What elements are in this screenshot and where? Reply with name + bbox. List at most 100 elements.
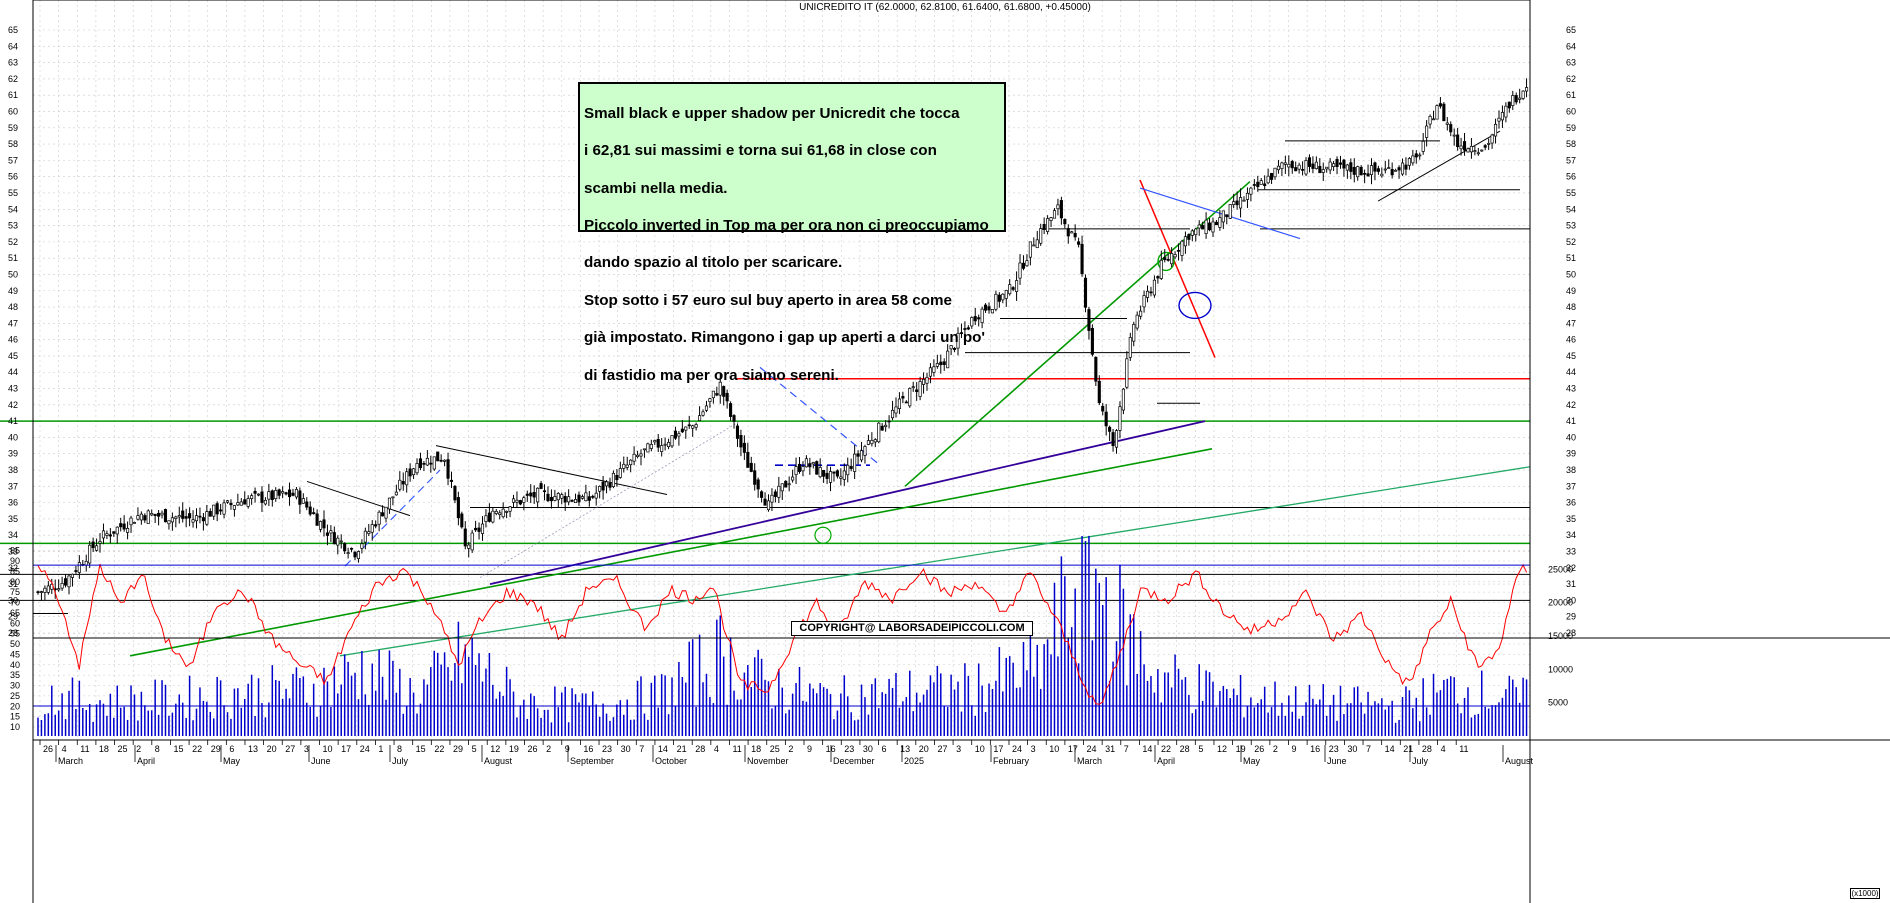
candle-body (863, 446, 867, 456)
candle-body (563, 496, 567, 503)
osc-tick-left: 25 (10, 691, 20, 701)
candle-body (105, 533, 109, 536)
day-tick-label: 29 (211, 744, 221, 754)
candle-body (208, 511, 212, 517)
candle-body (756, 479, 760, 490)
candle-body (801, 466, 805, 472)
candle-body (1132, 324, 1136, 342)
candle-body (201, 517, 205, 522)
chart-title: UNICREDITO IT (62.0000, 62.8100, 61.6400… (799, 2, 1091, 13)
osc-tick-left: 85 (10, 566, 20, 576)
day-tick-label: 26 (527, 744, 537, 754)
candle-body (301, 498, 305, 504)
day-tick-label: 26 (1254, 744, 1264, 754)
price-tick-right: 31 (1566, 579, 1576, 589)
price-tick-left: 55 (8, 188, 18, 198)
candle-body (915, 389, 919, 393)
price-tick-right: 49 (1566, 286, 1576, 296)
candle-body (429, 462, 433, 465)
candle-body (866, 440, 870, 445)
candle-body (487, 512, 491, 522)
candle-body (298, 490, 302, 505)
day-tick-label: 30 (621, 744, 631, 754)
candle-body (1035, 239, 1039, 249)
month-label: July (392, 756, 409, 766)
price-tick-left: 54 (8, 204, 18, 214)
month-label: June (311, 756, 331, 766)
candle-body (163, 509, 168, 523)
candle-body (336, 537, 340, 546)
candle-body (1487, 143, 1491, 145)
candle-body (618, 468, 622, 478)
price-tick-right: 57 (1566, 155, 1576, 165)
price-tick-left: 46 (8, 335, 18, 345)
candle-body (1125, 358, 1129, 388)
price-tick-right: 32 (1566, 563, 1576, 573)
candle-body (194, 515, 199, 522)
analysis-annotation: Small black e upper shadow per Unicredit… (578, 82, 1006, 384)
candle-body (191, 519, 195, 523)
price-tick-left: 58 (8, 139, 18, 149)
annotation-line: i 62,81 sui massimi e torna sui 61,68 in… (584, 142, 937, 160)
day-tick-label: 25 (118, 744, 128, 754)
month-label: July (1412, 756, 1429, 766)
candle-body (325, 532, 329, 536)
candle-body (315, 513, 319, 526)
candle-body (797, 463, 802, 472)
day-tick-label: 21 (677, 744, 687, 754)
month-label: 2025 (904, 756, 924, 766)
candle-body (1438, 103, 1442, 107)
candle-body (673, 430, 678, 439)
price-tick-right: 53 (1566, 221, 1576, 231)
candle-body (188, 513, 192, 519)
osc-tick-left: 50 (10, 639, 20, 649)
candle-body (1118, 406, 1122, 431)
candle-body (160, 512, 164, 516)
candle-body (732, 415, 736, 422)
candle-body (467, 544, 471, 549)
candle-body (532, 491, 536, 498)
candle-body (205, 511, 209, 525)
candle-body (1046, 218, 1050, 232)
candle-body (1332, 163, 1336, 167)
candle-body (1294, 167, 1298, 172)
candle-body (1190, 230, 1194, 236)
candle-body (949, 345, 953, 350)
candle-body (1493, 123, 1498, 137)
marker-ellipse (1178, 291, 1212, 320)
month-label: March (58, 756, 83, 766)
candle-body (422, 462, 426, 465)
candle-body (511, 498, 516, 503)
osc-tick-left: 55 (10, 629, 20, 639)
candle-body (1407, 158, 1411, 166)
day-tick-label: 3 (956, 744, 961, 754)
osc-tick-left: 70 (10, 598, 20, 608)
day-tick-label: 28 (1180, 744, 1190, 754)
candle-body (1363, 173, 1367, 175)
candle-body (1318, 165, 1322, 174)
candle-body (859, 450, 864, 461)
price-tick-left: 61 (8, 90, 18, 100)
candle-body (1225, 214, 1229, 218)
day-tick-label: 21 (1403, 744, 1413, 754)
candle-body (1097, 380, 1101, 404)
candle-body (270, 490, 274, 501)
candle-body (346, 552, 350, 554)
price-tick-right: 47 (1566, 318, 1576, 328)
candle-body (1400, 162, 1405, 175)
day-tick-label: 11 (732, 744, 741, 754)
candle-body (584, 492, 588, 502)
candle-body (339, 540, 343, 543)
candle-body (763, 498, 767, 506)
candle-body (1390, 169, 1394, 176)
candle-body (277, 489, 281, 496)
price-tick-right: 61 (1566, 90, 1576, 100)
candle-body (1349, 162, 1353, 172)
candle-body (625, 464, 629, 468)
candle-body (43, 587, 47, 593)
candle-body (670, 435, 674, 447)
day-tick-label: 4 (714, 744, 719, 754)
day-tick-label: 8 (397, 744, 402, 754)
candle-body (987, 306, 991, 311)
month-label: September (570, 756, 614, 766)
